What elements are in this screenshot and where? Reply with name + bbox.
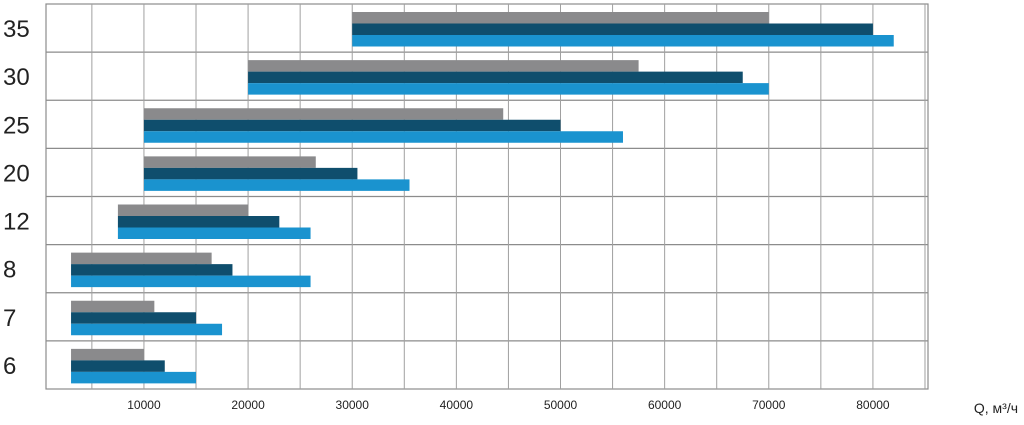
bar-30-series-2 bbox=[248, 71, 743, 84]
bar-20-series-1 bbox=[143, 156, 316, 168]
bar-35-series-3 bbox=[352, 35, 894, 47]
bar-7-series-1 bbox=[71, 300, 155, 313]
bar-25-series-2 bbox=[143, 119, 561, 132]
bar-25-series-1 bbox=[143, 108, 504, 120]
bar-35-series-1 bbox=[352, 12, 769, 24]
x-tick-label: 10000 bbox=[127, 398, 161, 412]
category-label: 12 bbox=[3, 209, 30, 236]
bar-12-series-1 bbox=[117, 204, 249, 216]
bar-6-series-1 bbox=[71, 348, 144, 361]
category-label: 20 bbox=[3, 160, 30, 187]
label-layer: 35 30 25 20 12 8 7 6 10000 20000 30000 40000 50000 60… bbox=[3, 16, 890, 412]
x-tick-label: 70000 bbox=[752, 398, 786, 412]
bar-8-series-2 bbox=[71, 264, 233, 276]
bar-layer bbox=[71, 12, 894, 384]
bar-6-series-2 bbox=[71, 360, 165, 372]
category-label: 30 bbox=[3, 64, 30, 91]
category-label: 35 bbox=[3, 16, 30, 43]
x-tick-label: 20000 bbox=[231, 398, 265, 412]
bar-12-series-2 bbox=[117, 216, 280, 228]
bar-12-series-3 bbox=[117, 227, 311, 239]
x-tick-label: 80000 bbox=[856, 398, 890, 412]
bar-8-series-3 bbox=[71, 275, 311, 288]
x-tick-label: 40000 bbox=[440, 398, 474, 412]
bar-30-series-1 bbox=[248, 60, 639, 72]
category-label: 6 bbox=[3, 353, 16, 380]
category-label: 25 bbox=[3, 112, 30, 139]
category-label: 7 bbox=[3, 305, 16, 332]
bar-25-series-3 bbox=[143, 131, 623, 143]
x-axis-title: Q, м³/ч bbox=[974, 400, 1018, 416]
bar-20-series-2 bbox=[143, 167, 358, 180]
x-tick-label: 60000 bbox=[648, 398, 682, 412]
bar-8-series-1 bbox=[71, 252, 212, 265]
bar-7-series-2 bbox=[71, 312, 197, 324]
category-label: 8 bbox=[3, 257, 16, 284]
bar-20-series-3 bbox=[143, 179, 410, 191]
bar-6-series-3 bbox=[71, 371, 197, 384]
x-tick-label: 50000 bbox=[544, 398, 578, 412]
x-tick-label: 30000 bbox=[336, 398, 370, 412]
bar-30-series-3 bbox=[248, 83, 769, 95]
bar-35-series-2 bbox=[352, 23, 873, 35]
bar-7-series-3 bbox=[71, 323, 223, 336]
